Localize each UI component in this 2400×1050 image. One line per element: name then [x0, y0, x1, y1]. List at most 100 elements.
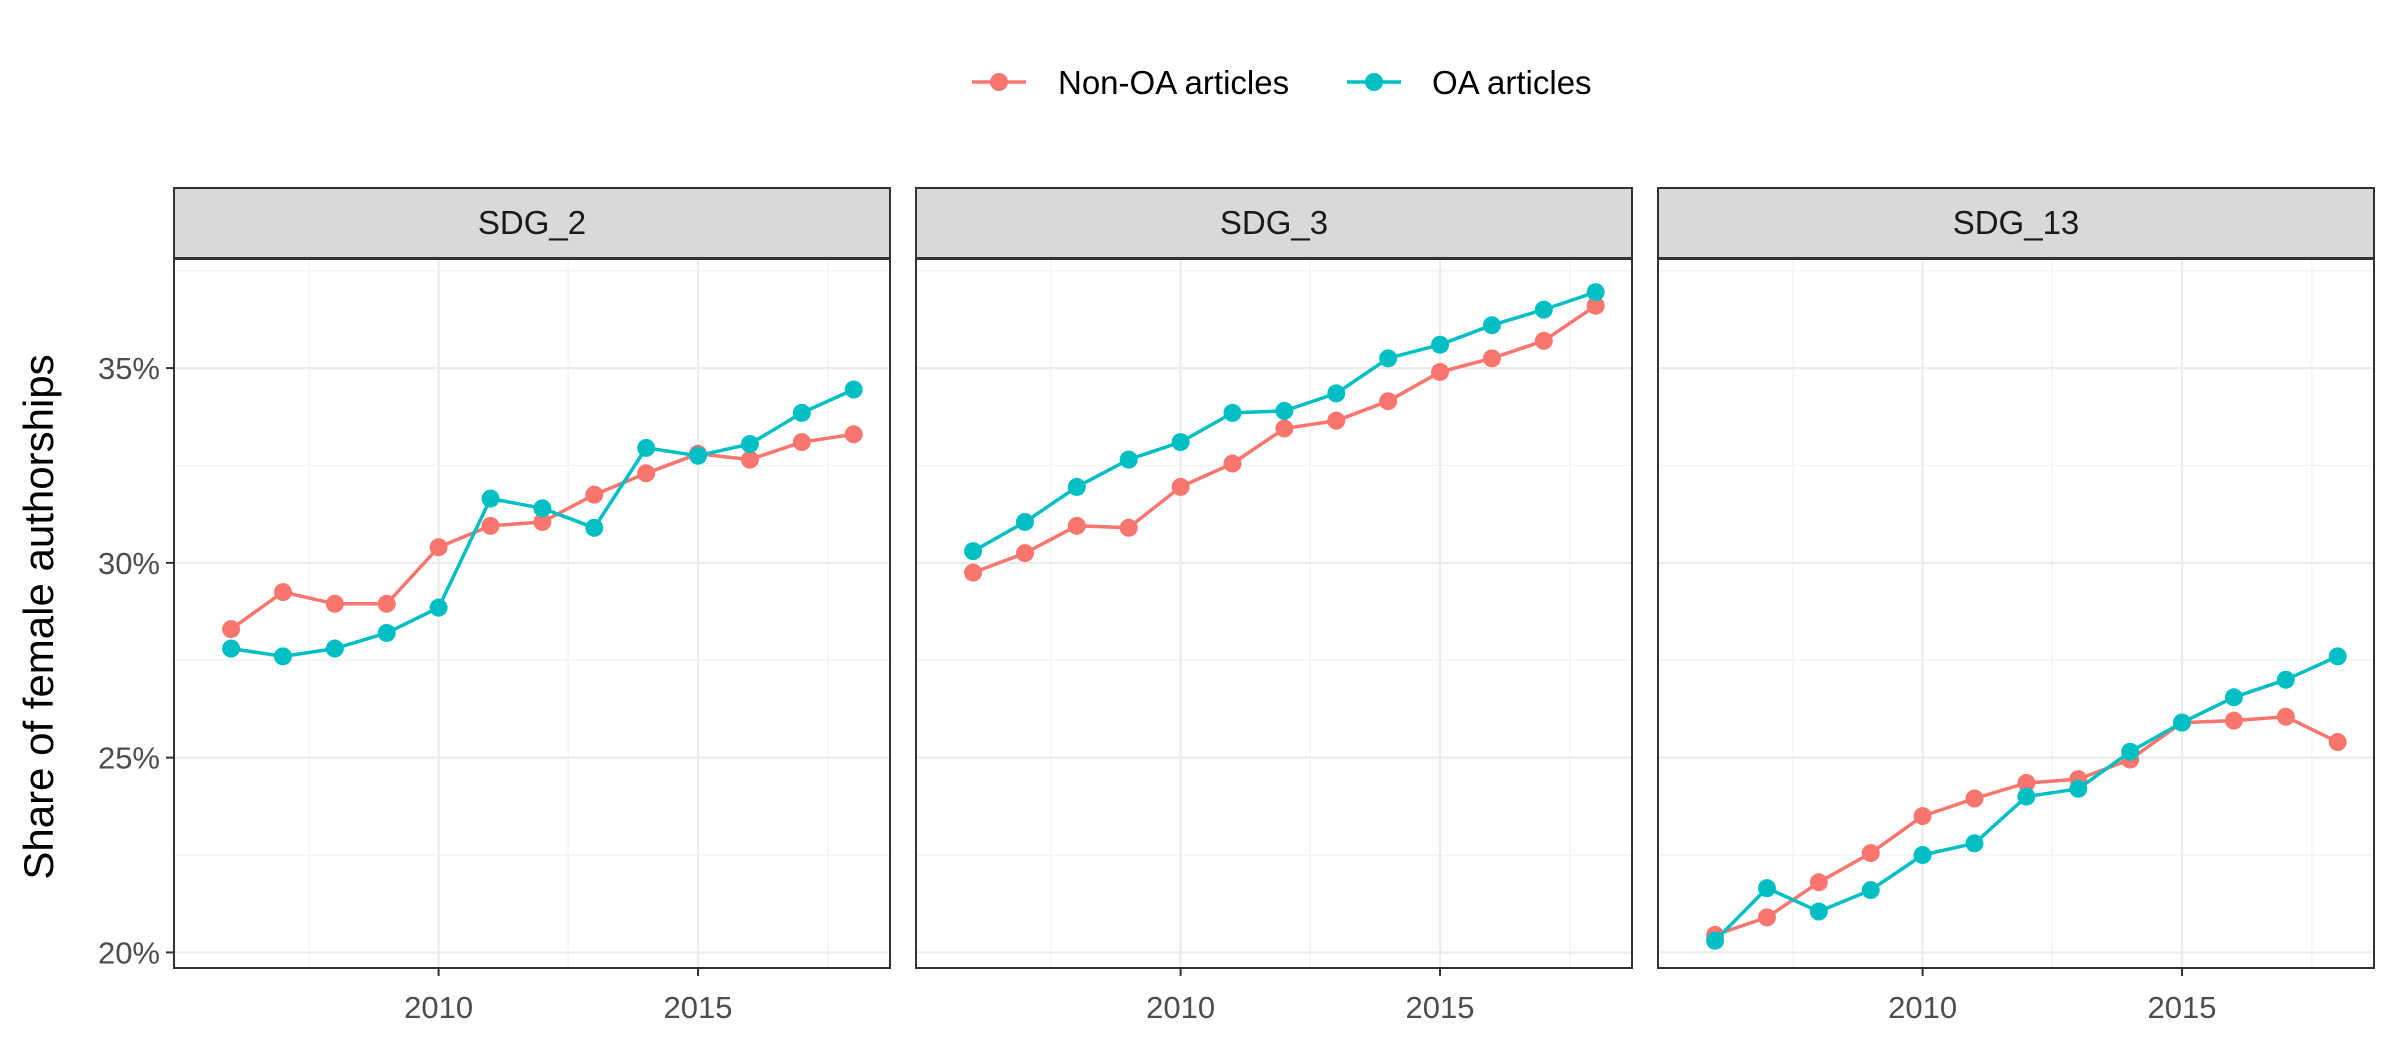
data-point-oa-articles-2011	[481, 489, 500, 508]
data-point-non-oa-articles-2016	[1482, 349, 1501, 368]
data-point-oa-articles-2011	[1965, 834, 1984, 853]
data-point-non-oa-articles-2018	[1586, 296, 1605, 315]
panel-background	[916, 259, 1632, 968]
x-tick-label: 2010	[1146, 990, 1215, 1025]
panel-sdg-13: SDG_13 2010 2015	[1657, 187, 2375, 1025]
data-point-oa-articles-2012	[533, 499, 552, 518]
data-point-non-oa-articles-2012	[533, 512, 552, 531]
panel-background	[1658, 259, 2374, 968]
data-point-oa-articles-2009	[1119, 450, 1138, 469]
data-point-oa-articles-2007	[1757, 879, 1776, 898]
data-point-oa-articles-2006	[222, 639, 241, 658]
data-point-non-oa-articles-2009	[1861, 844, 1880, 863]
data-point-oa-articles-2013	[2069, 779, 2088, 798]
facet-strip	[1657, 187, 2375, 259]
data-point-non-oa-articles-2015	[1431, 362, 1450, 381]
data-point-oa-articles-2018	[844, 380, 863, 399]
data-point-non-oa-articles-2013	[585, 485, 604, 504]
series-oa-articles	[1706, 647, 2347, 950]
data-point-non-oa-articles-2014	[1379, 392, 1398, 411]
data-point-oa-articles-2013	[585, 518, 604, 537]
data-point-non-oa-articles-2017	[2276, 707, 2295, 726]
panel-background	[174, 259, 890, 968]
data-point-non-oa-articles-2008	[1067, 516, 1086, 535]
facet-strip-label: SDG_3	[1220, 204, 1328, 241]
data-point-non-oa-articles-2018	[844, 425, 863, 444]
x-tick-label: 2010	[1888, 990, 1957, 1025]
data-point-oa-articles-2017	[1534, 300, 1553, 319]
data-point-oa-articles-2006	[1706, 931, 1725, 950]
data-point-non-oa-articles-2007	[1757, 908, 1776, 927]
data-point-non-oa-articles-2010	[1171, 477, 1190, 496]
data-point-non-oa-articles-2006	[964, 563, 983, 582]
legend-item-non-oa-articles: Non-OA articles	[972, 64, 1289, 101]
facet-strip	[173, 187, 891, 259]
data-point-non-oa-articles-2010	[1913, 807, 1932, 826]
data-point-non-oa-articles-2017	[792, 433, 811, 452]
data-point-oa-articles-2007	[273, 647, 292, 666]
data-point-oa-articles-2015	[689, 446, 708, 465]
data-point-oa-articles-2008	[1809, 902, 1828, 921]
data-point-oa-articles-2007	[1015, 512, 1034, 531]
data-point-non-oa-articles-2012	[1275, 419, 1294, 438]
x-tick-label: 2015	[2148, 990, 2217, 1025]
data-point-non-oa-articles-2007	[1015, 544, 1034, 563]
data-point-non-oa-articles-2008	[1809, 873, 1828, 892]
data-point-oa-articles-2013	[1327, 384, 1346, 403]
data-point-non-oa-articles-2009	[377, 594, 396, 613]
legend-key-marker	[1365, 73, 1383, 91]
data-point-non-oa-articles-2007	[273, 583, 292, 602]
data-point-oa-articles-2014	[2121, 742, 2140, 761]
facet-strip-label: SDG_13	[1953, 204, 2080, 241]
data-point-oa-articles-2017	[792, 403, 811, 422]
x-tick-label: 2015	[1406, 990, 1475, 1025]
data-point-oa-articles-2014	[637, 438, 656, 457]
x-tick-label: 2015	[664, 990, 733, 1025]
data-point-oa-articles-2009	[1861, 881, 1880, 900]
legend-label-oa-articles: OA articles	[1432, 64, 1592, 101]
data-point-oa-articles-2010	[1913, 846, 1932, 865]
y-tick-label: 30%	[98, 546, 160, 581]
legend: Non-OA articles OA articles	[972, 64, 1592, 101]
data-point-oa-articles-2018	[1586, 283, 1605, 302]
data-point-oa-articles-2012	[2017, 787, 2036, 806]
data-point-non-oa-articles-2010	[429, 538, 448, 557]
data-point-non-oa-articles-2013	[1327, 411, 1346, 430]
facet-strip-label: SDG_2	[478, 204, 586, 241]
series-non-oa-articles	[964, 296, 1605, 582]
series-non-oa-articles	[222, 425, 863, 639]
data-point-oa-articles-2016	[740, 435, 759, 454]
data-point-oa-articles-2016	[2224, 688, 2243, 707]
data-point-oa-articles-2006	[964, 542, 983, 561]
data-point-oa-articles-2010	[1171, 433, 1190, 452]
data-point-non-oa-articles-2016	[740, 450, 759, 469]
data-point-oa-articles-2008	[325, 639, 344, 658]
data-point-oa-articles-2015	[2173, 713, 2192, 732]
panel-sdg-3: SDG_3 2010 2015	[915, 187, 1633, 1025]
y-tick-label: 35%	[98, 351, 160, 386]
data-point-non-oa-articles-2018	[2328, 733, 2347, 752]
data-point-oa-articles-2014	[1379, 349, 1398, 368]
series-non-oa-articles	[1706, 707, 2347, 944]
data-point-non-oa-articles-2014	[637, 464, 656, 483]
data-point-non-oa-articles-2009	[1119, 518, 1138, 537]
data-point-oa-articles-2008	[1067, 477, 1086, 496]
data-point-non-oa-articles-2016	[2224, 711, 2243, 730]
data-point-oa-articles-2010	[429, 598, 448, 617]
data-point-non-oa-articles-2011	[1223, 454, 1242, 473]
legend-key-marker	[990, 73, 1008, 91]
data-point-oa-articles-2009	[377, 623, 396, 642]
data-point-non-oa-articles-2012	[2017, 773, 2036, 792]
data-point-non-oa-articles-2006	[222, 620, 241, 639]
data-point-non-oa-articles-2011	[1965, 789, 1984, 808]
panel-sdg-2: SDG_2 2010 2015 20% 25% 30% 35%	[98, 187, 891, 1025]
facet-strip	[915, 187, 1633, 259]
y-tick-label: 25%	[98, 741, 160, 776]
data-point-oa-articles-2012	[1275, 401, 1294, 420]
data-point-non-oa-articles-2017	[1534, 331, 1553, 350]
y-tick-label: 20%	[98, 935, 160, 970]
series-oa-articles	[964, 283, 1605, 561]
data-point-non-oa-articles-2011	[481, 516, 500, 535]
